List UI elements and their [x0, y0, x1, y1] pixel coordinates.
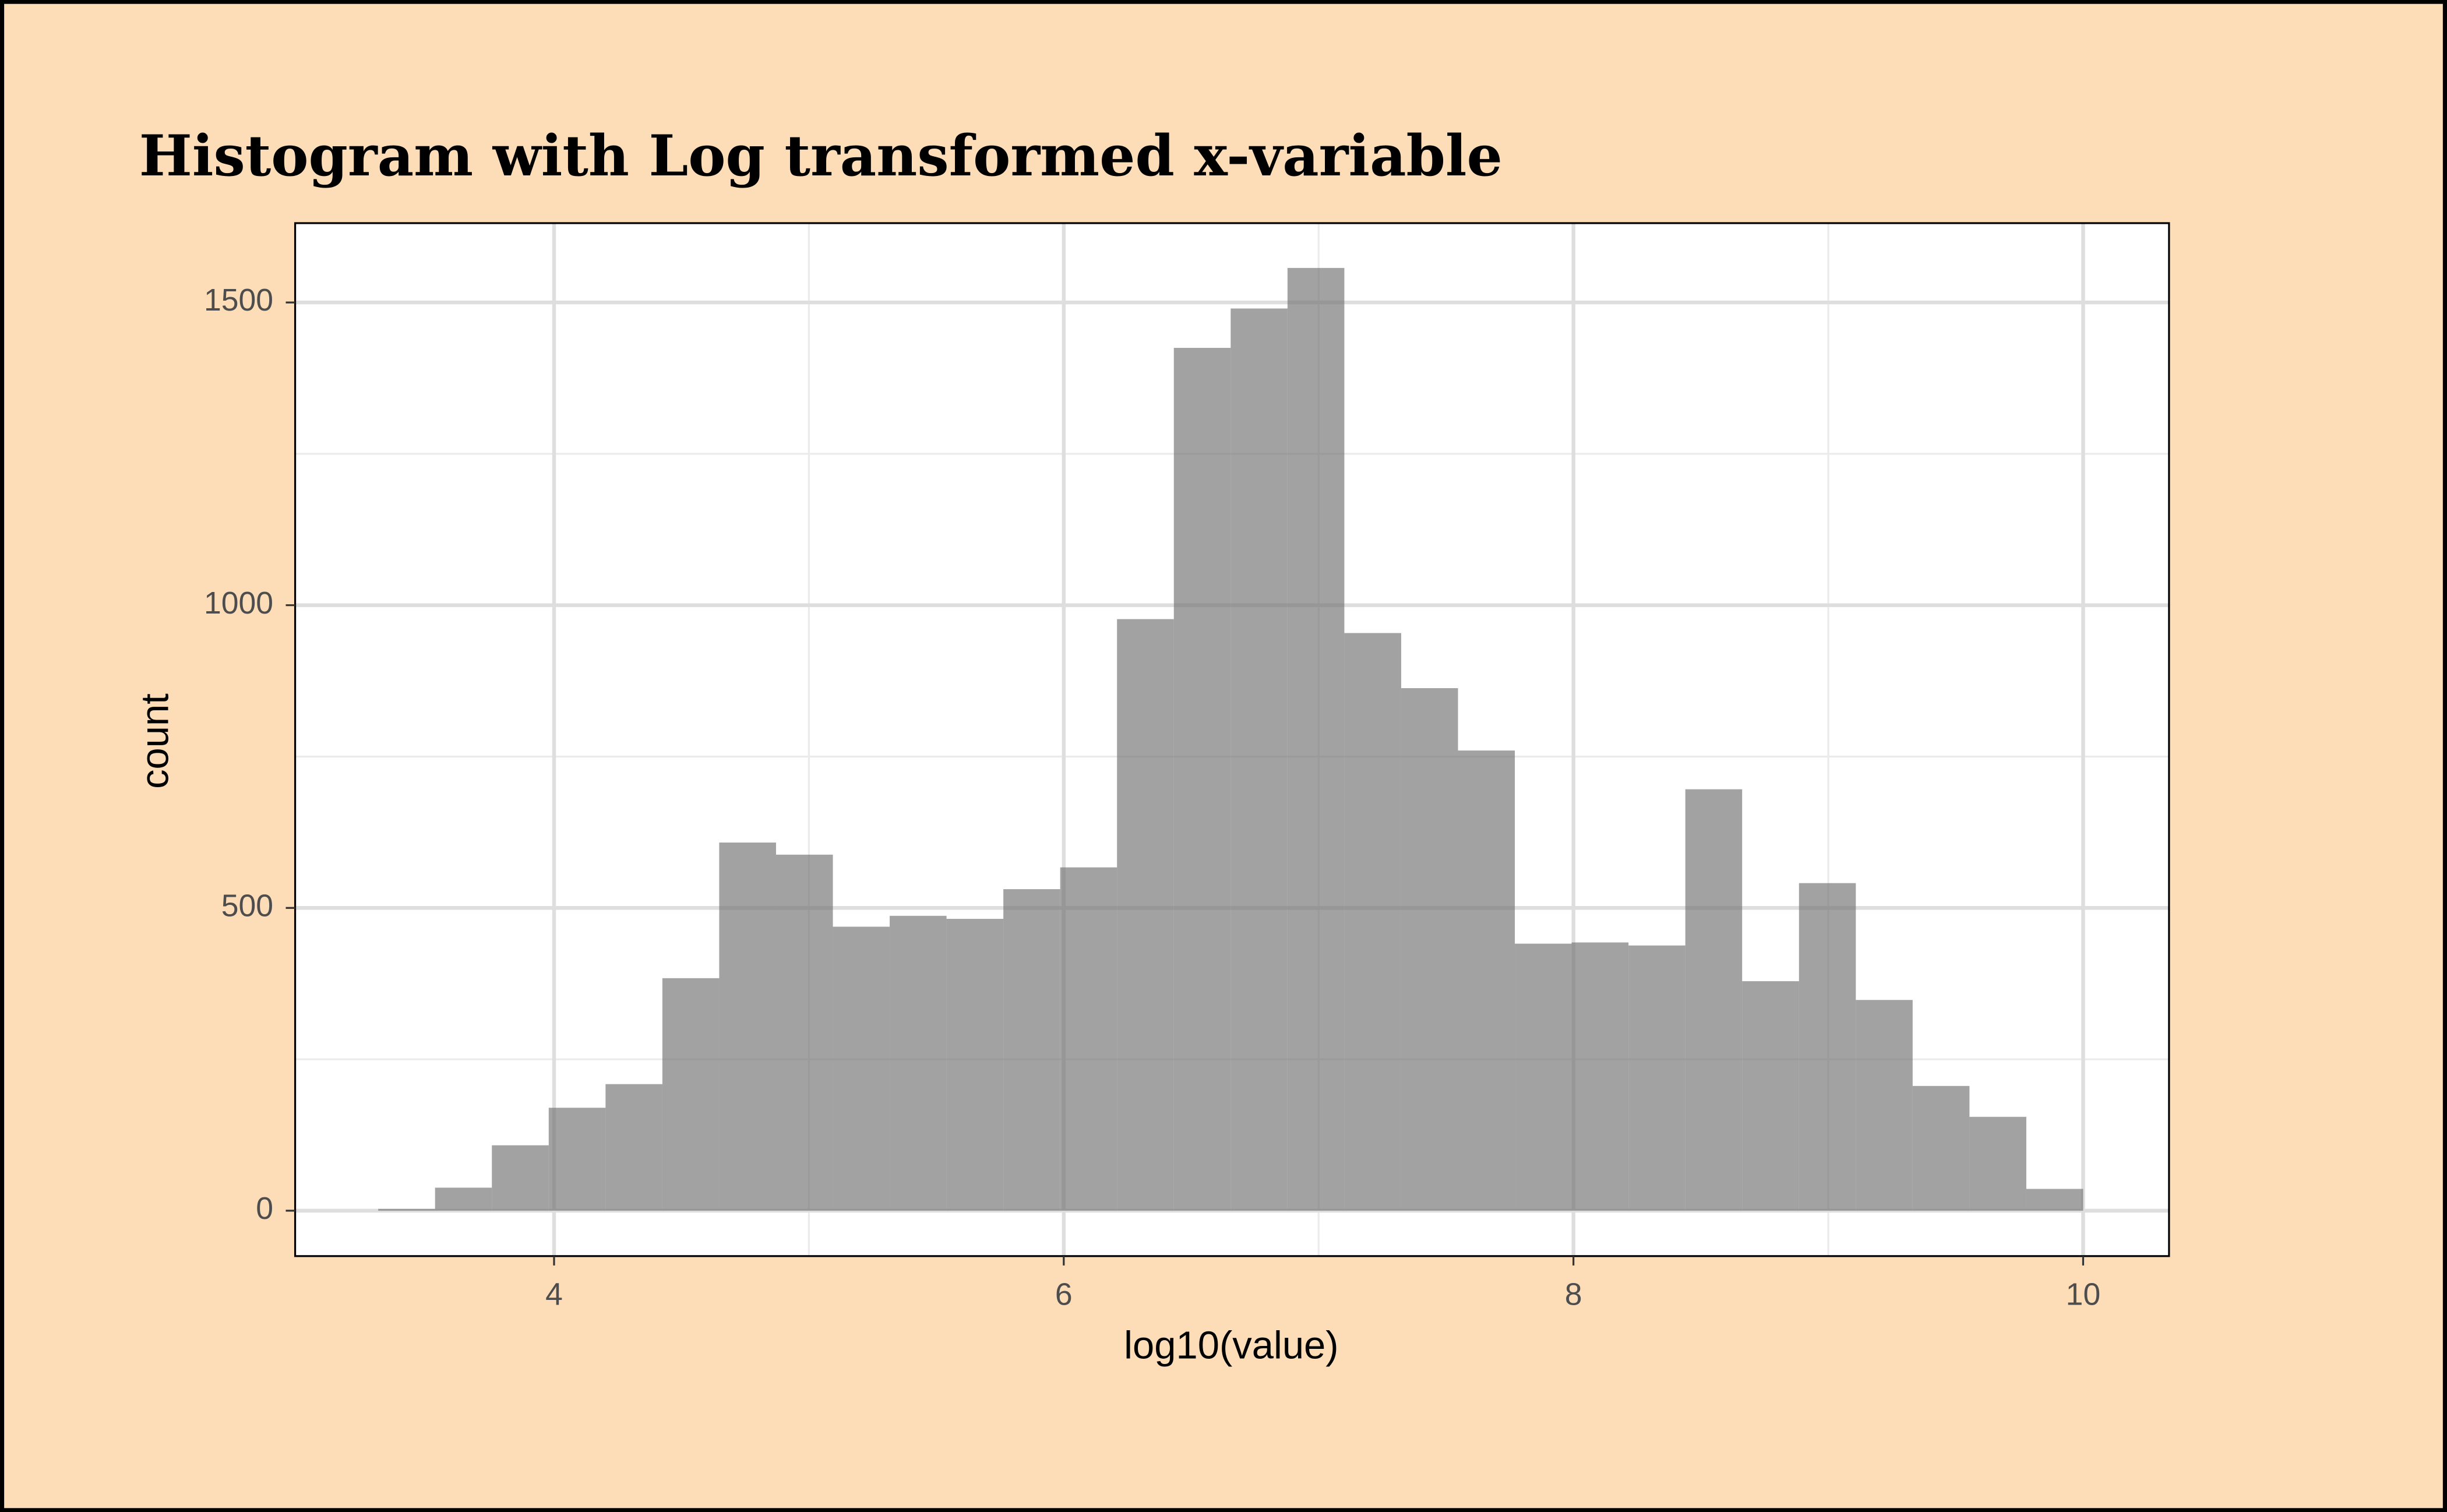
bar	[1173, 348, 1231, 1211]
bar	[2026, 1189, 2083, 1211]
bar	[1685, 789, 1743, 1211]
x-axis-title: log10(value)	[1124, 1323, 1338, 1367]
bar	[946, 918, 1004, 1211]
bar	[548, 1108, 606, 1211]
bar	[1628, 945, 1686, 1211]
panel-border	[294, 222, 2170, 1257]
bar	[833, 926, 890, 1211]
y-tick-label: 500	[221, 889, 273, 923]
x-tick-label: 4	[545, 1278, 563, 1312]
bar	[1060, 867, 1117, 1211]
x-tick-label: 8	[1565, 1278, 1582, 1312]
bar	[1515, 943, 1572, 1211]
bar	[1912, 1085, 1970, 1211]
bar	[1344, 633, 1401, 1211]
y-tick-label: 1500	[204, 283, 273, 318]
y-tick-label: 1000	[204, 586, 273, 621]
bar	[605, 1084, 662, 1211]
bar	[775, 854, 833, 1211]
bar	[1117, 619, 1174, 1211]
bar	[492, 1145, 549, 1211]
y-tick-label: 0	[256, 1192, 273, 1226]
bar	[719, 843, 776, 1211]
x-tick-label: 10	[2066, 1278, 2101, 1312]
bar	[378, 1208, 435, 1211]
bar	[435, 1187, 492, 1211]
bar	[1458, 750, 1515, 1211]
chart-title: Histogram with Log transformed x-variabl…	[139, 122, 1503, 189]
bar	[1799, 883, 1856, 1211]
bar	[1742, 981, 1799, 1211]
bar	[1401, 688, 1458, 1211]
bar	[890, 915, 947, 1211]
bar	[1969, 1116, 2026, 1211]
y-axis-title: count	[133, 693, 177, 789]
bar	[1287, 267, 1345, 1211]
bar	[1571, 942, 1629, 1211]
bar	[662, 978, 720, 1211]
bar	[1230, 308, 1288, 1211]
plot-layer	[295, 223, 2169, 1256]
x-tick-label: 6	[1055, 1278, 1073, 1312]
bar	[1856, 1000, 1913, 1211]
bar	[1003, 889, 1060, 1211]
